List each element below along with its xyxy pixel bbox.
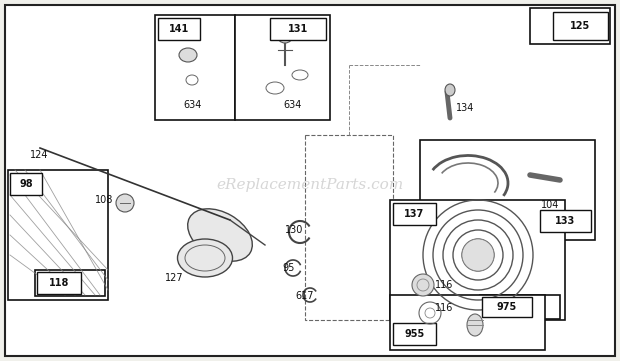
Text: 125: 125: [570, 21, 591, 31]
Text: 127: 127: [165, 273, 184, 283]
Bar: [480, 295, 560, 319]
Text: 98: 98: [19, 179, 33, 189]
Text: 617: 617: [295, 291, 314, 301]
Text: 131: 131: [288, 24, 308, 34]
Bar: [420, 140, 595, 240]
Text: 108: 108: [95, 195, 113, 205]
Bar: [530, 8, 610, 44]
Circle shape: [412, 274, 434, 296]
Bar: [553, 12, 608, 40]
Bar: [540, 210, 591, 232]
Bar: [393, 203, 436, 225]
Text: 634: 634: [283, 100, 301, 110]
Text: 975: 975: [497, 302, 517, 312]
Text: 634: 634: [183, 100, 202, 110]
Text: eReplacementParts.com: eReplacementParts.com: [216, 178, 404, 192]
Text: 130: 130: [285, 225, 303, 235]
Text: 137: 137: [404, 209, 425, 219]
Bar: [393, 323, 436, 345]
Text: 134: 134: [456, 103, 474, 113]
Circle shape: [277, 27, 293, 43]
Bar: [155, 15, 235, 120]
Text: 124: 124: [30, 150, 48, 160]
Bar: [10, 173, 42, 195]
Bar: [158, 18, 200, 40]
Ellipse shape: [445, 84, 455, 96]
Ellipse shape: [177, 239, 232, 277]
Text: 133: 133: [556, 216, 575, 226]
Bar: [37, 272, 81, 294]
Circle shape: [116, 194, 134, 212]
Bar: [482, 297, 532, 317]
Bar: [235, 15, 330, 120]
Ellipse shape: [467, 314, 483, 336]
Text: 118: 118: [49, 278, 69, 288]
Text: 116: 116: [435, 303, 453, 313]
Bar: [305, 135, 393, 320]
Text: 955: 955: [404, 329, 425, 339]
Text: 116: 116: [435, 280, 453, 290]
Bar: [270, 18, 326, 40]
Ellipse shape: [179, 48, 197, 62]
Bar: [390, 295, 545, 350]
Bar: [35, 270, 105, 296]
Text: 95: 95: [282, 263, 294, 273]
Text: 104: 104: [541, 200, 559, 210]
Circle shape: [462, 239, 494, 271]
Bar: [8, 170, 108, 300]
Ellipse shape: [188, 209, 252, 261]
Text: 141: 141: [169, 24, 189, 34]
Bar: [390, 200, 565, 320]
